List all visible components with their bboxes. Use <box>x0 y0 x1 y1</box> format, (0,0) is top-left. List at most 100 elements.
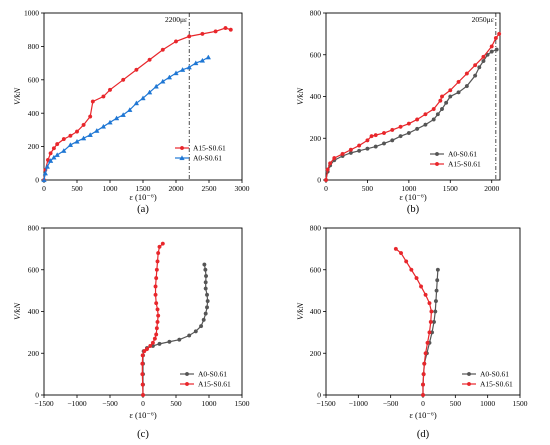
data-point <box>203 286 208 291</box>
series-line <box>43 56 209 181</box>
data-point <box>433 309 438 314</box>
data-point <box>204 274 209 279</box>
data-point <box>202 262 207 267</box>
x-tick-label: 500 <box>362 184 374 193</box>
data-point <box>152 336 157 341</box>
data-point <box>428 319 433 324</box>
y-tick-label: 600 <box>28 75 40 84</box>
data-point <box>481 54 486 59</box>
data-point <box>153 292 158 297</box>
x-axis-title: ε (10⁻⁶) <box>399 192 426 202</box>
data-point <box>481 59 486 64</box>
x-axis-title: ε (10⁻⁶) <box>129 410 156 420</box>
data-point <box>61 137 66 142</box>
data-point <box>223 26 228 31</box>
data-point <box>423 351 428 356</box>
data-point <box>90 99 95 104</box>
data-point <box>87 132 93 137</box>
x-tick-label: 1000 <box>202 399 217 408</box>
data-point <box>200 31 205 36</box>
legend-swatch-marker <box>435 161 440 166</box>
legend-label: A0-S0.61 <box>448 150 477 159</box>
data-point <box>489 44 494 49</box>
y-axis-title: V/kN <box>12 87 22 105</box>
data-point <box>473 73 478 78</box>
data-point <box>464 84 469 89</box>
data-point <box>427 330 432 335</box>
data-point <box>205 299 210 304</box>
data-point <box>193 329 198 334</box>
data-point <box>173 39 178 44</box>
data-point <box>61 148 67 153</box>
data-point <box>423 292 428 297</box>
data-point <box>434 288 439 293</box>
data-point <box>150 340 155 345</box>
data-point <box>44 163 50 169</box>
data-point <box>140 393 145 398</box>
data-point <box>133 100 140 106</box>
data-point <box>100 123 107 129</box>
x-tick-label: −1000 <box>349 399 368 408</box>
x-tick-label: 2500 <box>202 184 217 193</box>
data-point <box>203 280 208 285</box>
y-tick-label: 200 <box>28 142 40 151</box>
y-tick-label: 200 <box>310 349 322 358</box>
y-tick-label: 200 <box>310 134 322 143</box>
legend-label: A0-S0.61 <box>198 370 227 379</box>
data-point <box>456 90 461 95</box>
data-point <box>160 47 165 52</box>
data-point <box>213 29 218 34</box>
data-point <box>51 154 57 160</box>
x-tick-label: 3000 <box>235 184 250 193</box>
data-point <box>423 122 428 127</box>
y-tick-label: 800 <box>28 224 40 233</box>
series-1 <box>140 241 165 398</box>
y-axis-title: V/kN <box>12 302 22 320</box>
data-point <box>48 151 53 156</box>
data-point <box>153 83 159 89</box>
data-point <box>390 138 395 143</box>
data-point <box>438 98 443 103</box>
data-point <box>134 67 139 72</box>
data-point <box>42 170 48 176</box>
data-point <box>205 292 210 297</box>
x-tick-label: 1500 <box>235 399 250 408</box>
data-point <box>101 94 106 99</box>
threshold-label: 2050με <box>472 15 494 24</box>
data-point <box>409 267 414 272</box>
y-tick-label: 1000 <box>24 9 39 18</box>
data-point <box>177 337 182 342</box>
data-point <box>154 332 159 337</box>
data-point <box>494 47 499 52</box>
data-point <box>414 276 419 281</box>
data-point <box>324 177 329 182</box>
legend-label: A15-S0.61 <box>198 380 231 389</box>
data-point <box>435 267 440 272</box>
chart-panel-3: −1500 −1000 −500 0 500 1000 1500 0 200 400 600 800 ε… <box>295 224 528 440</box>
x-tick-label: 1000 <box>401 184 416 193</box>
y-tick-label: 800 <box>28 42 40 51</box>
data-point <box>121 77 126 82</box>
data-point <box>448 94 453 99</box>
data-point <box>155 319 160 324</box>
y-tick-label: 400 <box>28 307 40 316</box>
y-tick-label: 800 <box>310 9 322 18</box>
data-point <box>140 361 145 366</box>
panel-label: (a) <box>137 204 149 215</box>
y-tick-label: 0 <box>317 176 321 185</box>
x-tick-label: 2000 <box>169 184 184 193</box>
data-point <box>493 36 498 41</box>
data-point <box>332 156 337 161</box>
data-point <box>421 393 426 398</box>
legend-swatch-marker <box>184 372 189 377</box>
data-point <box>148 343 153 348</box>
panel-label: (c) <box>137 429 149 440</box>
y-tick-label: 400 <box>310 92 322 101</box>
x-axis-title: ε (10⁻⁶) <box>129 192 156 202</box>
data-point <box>113 115 120 121</box>
x-tick-label: −1500 <box>316 399 335 408</box>
data-point <box>146 89 153 95</box>
